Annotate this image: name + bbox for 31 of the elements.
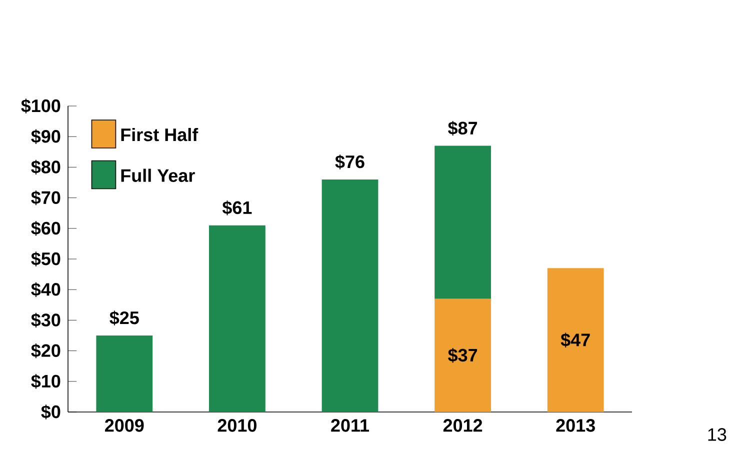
legend-label: Full Year <box>121 168 195 182</box>
text: 13 <box>708 428 726 441</box>
y-tick-label: $100 <box>21 98 60 114</box>
x-tick-label: 2009 <box>105 419 144 432</box>
y-tick-label: $0 <box>41 404 60 420</box>
x-tick-label: 2013 <box>556 419 595 432</box>
legend-label: First Half <box>121 128 198 142</box>
x-tick-label: 2010 <box>218 419 256 432</box>
data-label: $47 <box>560 332 590 348</box>
bar <box>96 335 153 412</box>
x-tick-label: 2011 <box>331 419 370 432</box>
bar <box>322 179 378 412</box>
y-tick-label: $10 <box>31 374 60 389</box>
annotation: $87 <box>448 120 478 136</box>
y-tick-label: $60 <box>31 221 60 236</box>
y-tick-label: $70 <box>31 190 60 206</box>
data-label: $76 <box>335 154 364 170</box>
y-tick-label: $40 <box>31 282 60 297</box>
bar <box>434 146 491 299</box>
y-tick-label: $90 <box>31 129 60 144</box>
bar <box>434 298 491 412</box>
data-label: $37 <box>448 348 478 363</box>
bar <box>547 268 604 412</box>
y-tick-label: $50 <box>31 252 60 266</box>
y-tick-label: $80 <box>31 160 60 175</box>
x-tick-label: 2012 <box>443 419 482 432</box>
bar <box>209 225 266 412</box>
y-tick-label: $30 <box>31 312 60 328</box>
data-label: $61 <box>222 200 252 216</box>
data-label: $25 <box>110 310 139 326</box>
y-tick-label: $20 <box>31 343 60 358</box>
